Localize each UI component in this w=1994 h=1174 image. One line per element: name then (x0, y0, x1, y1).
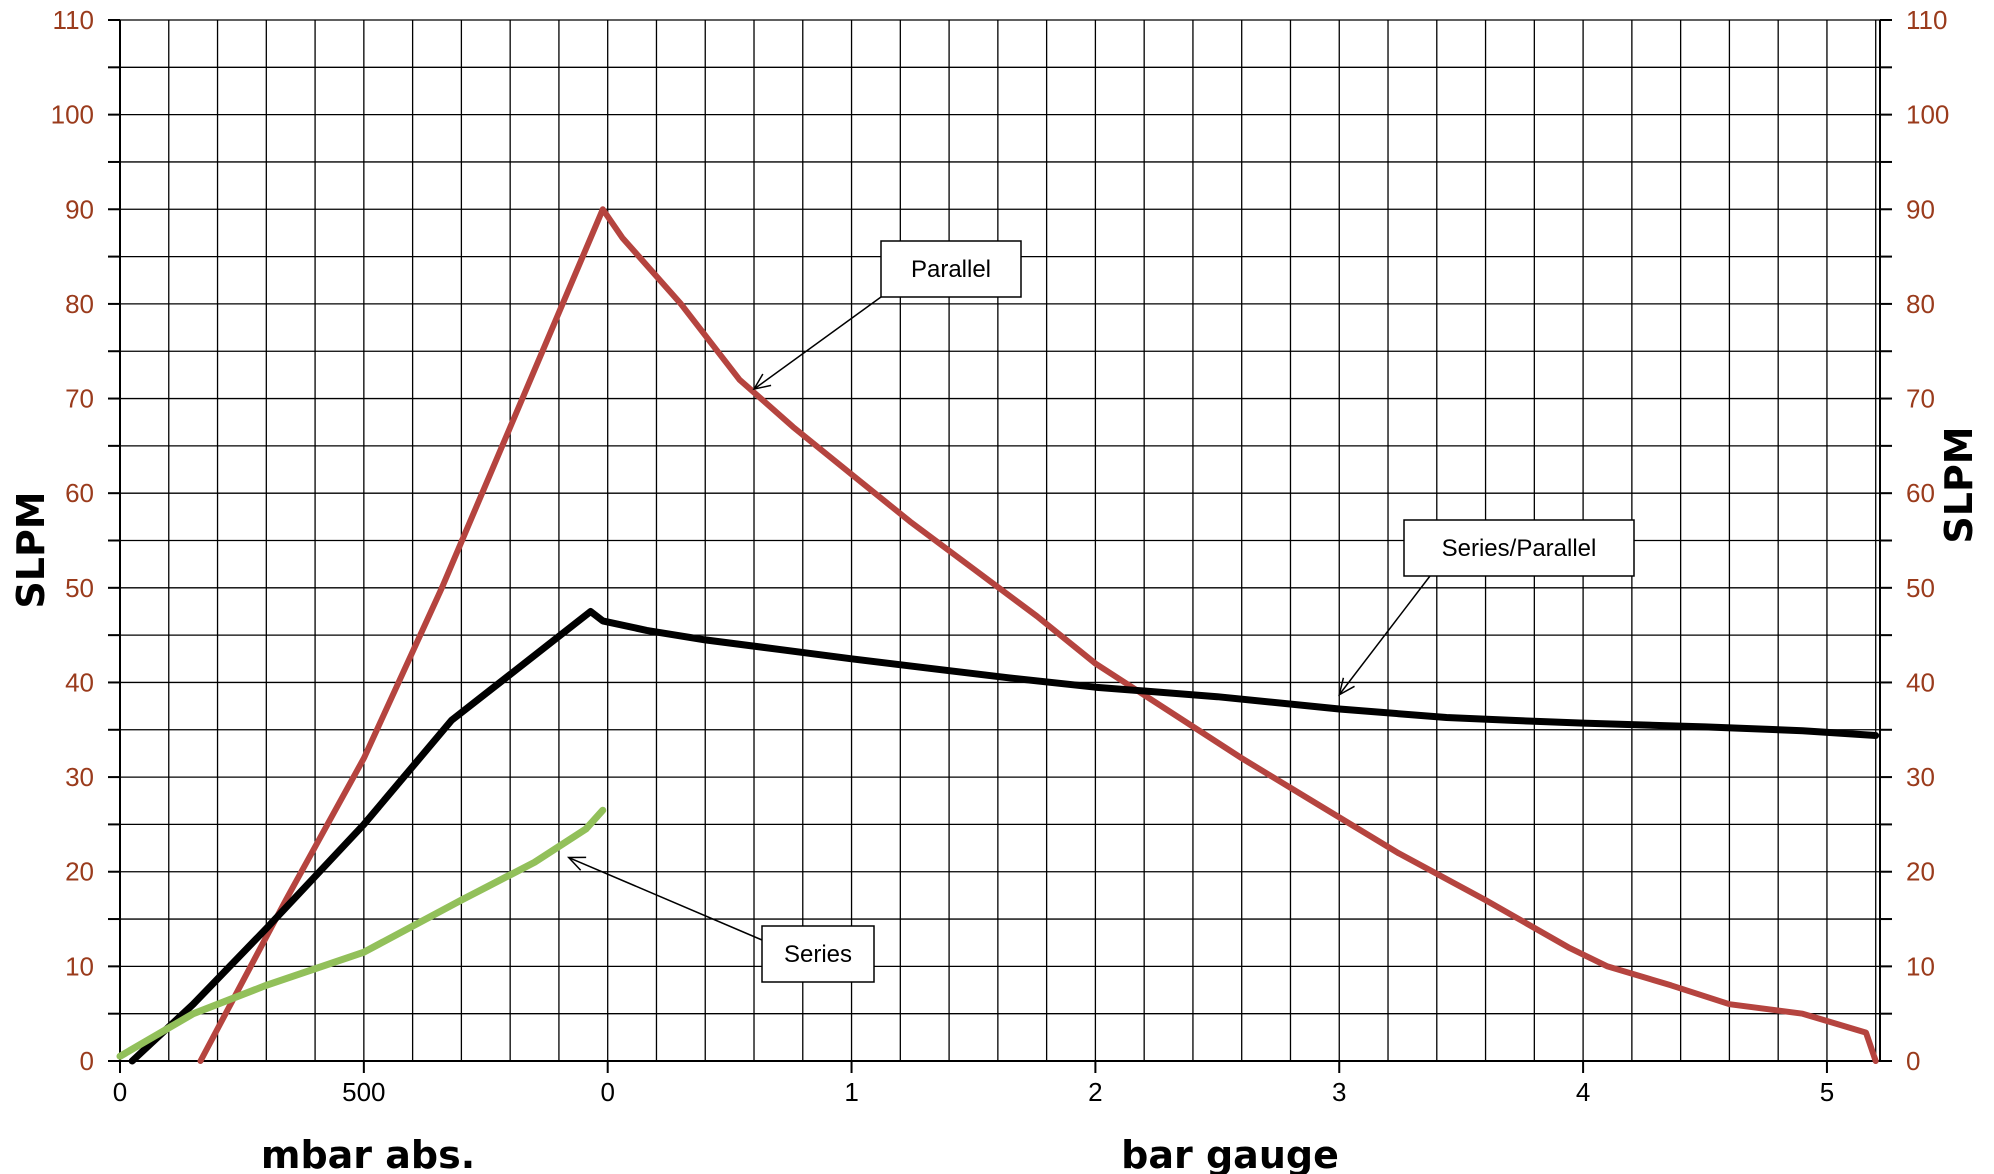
callout-arrowhead (1338, 677, 1355, 697)
callout-arrow-line (753, 296, 882, 390)
series-lines (116, 206, 1880, 1065)
y-tick-label-left: 40 (65, 667, 94, 697)
x-tick-label: 500 (342, 1077, 385, 1107)
y-tick-label-left: 90 (65, 194, 94, 224)
y-tick-label-right: 40 (1906, 667, 1935, 697)
y-tick-label-right: 80 (1906, 289, 1935, 319)
y-tick-label-right: 50 (1906, 573, 1935, 603)
y-tick-label-left: 30 (65, 762, 94, 792)
callout-arrowhead (566, 856, 587, 871)
series-line-parallel (197, 206, 1879, 1064)
callout-label: Series/Parallel (1442, 535, 1597, 562)
y-tick-labels-left: 0 10 20 30 40 50 60 70 80 90 100 110 (51, 5, 94, 1076)
x-axis-title-bar-gauge: bar gauge (1121, 1133, 1339, 1174)
series-line-series (116, 806, 607, 1060)
x-tick-label: 4 (1576, 1077, 1590, 1107)
y-tick-label-left: 50 (65, 573, 94, 603)
series-line-series-parallel (128, 608, 1880, 1065)
y-tick-label-right: 10 (1906, 951, 1935, 981)
callout-arrowhead (752, 373, 772, 391)
callout-parallel: Parallel (752, 240, 1022, 391)
y-tick-label-left: 0 (80, 1046, 94, 1076)
x-tick-label: 1 (844, 1077, 858, 1107)
x-tick-label: 0 (600, 1077, 614, 1107)
callout-box (1403, 519, 1635, 577)
y-tick-label-right: 70 (1906, 384, 1935, 414)
x-tick-label: 3 (1332, 1077, 1346, 1107)
callout-series: Series (566, 856, 875, 983)
callout-box (880, 240, 1022, 298)
x-tick-label: 0 (113, 1077, 127, 1107)
y-axis-title-left: SLPM (9, 491, 53, 608)
axes (108, 19, 1892, 1073)
y-tick-label-left: 80 (65, 289, 94, 319)
y-tick-label-left: 110 (53, 5, 94, 35)
y-tick-label-right: 110 (1906, 5, 1947, 35)
callout-label: Series (784, 941, 852, 968)
y-tick-label-right: 60 (1906, 478, 1935, 508)
y-tick-label-left: 60 (65, 478, 94, 508)
callouts: Parallel Series/Parallel Series (566, 240, 1635, 983)
x-tick-label: 2 (1088, 1077, 1102, 1107)
y-axis-title-right: SLPM (1937, 426, 1981, 543)
x-axis-title-mbar: mbar abs. (261, 1133, 475, 1174)
y-tick-label-left: 100 (51, 100, 94, 130)
callout-box (761, 925, 875, 983)
y-tick-label-left: 70 (65, 384, 94, 414)
y-tick-label-right: 20 (1906, 857, 1935, 887)
y-tick-label-right: 30 (1906, 762, 1935, 792)
y-tick-label-right: 100 (1906, 100, 1949, 130)
callout-series-parallel: Series/Parallel (1338, 519, 1635, 697)
y-tick-label-right: 90 (1906, 194, 1935, 224)
callout-arrow-line (568, 856, 763, 941)
y-tick-label-left: 20 (65, 857, 94, 887)
y-tick-label-right: 0 (1906, 1046, 1920, 1076)
y-tick-label-left: 10 (65, 951, 94, 981)
x-tick-label: 5 (1820, 1077, 1834, 1107)
x-tick-labels: 0 500 0 1 2 3 4 5 (113, 1077, 1834, 1107)
callout-arrow-line (1338, 575, 1431, 696)
y-tick-labels-right: 0 10 20 30 40 50 60 70 80 90 100 110 (1906, 5, 1949, 1076)
callout-label: Parallel (911, 256, 991, 283)
